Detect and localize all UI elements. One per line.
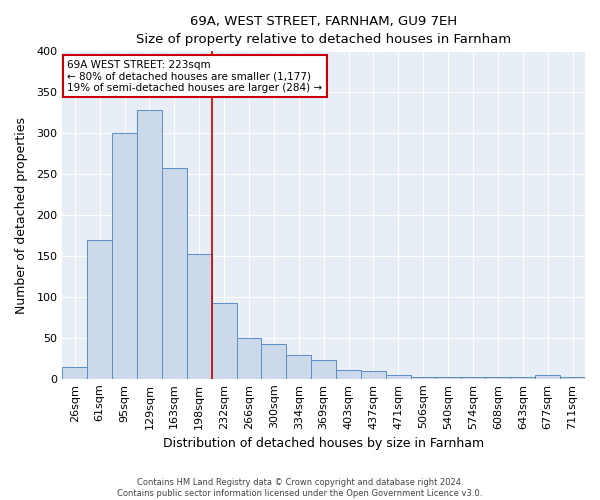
Bar bbox=[286, 355, 311, 379]
Bar bbox=[87, 240, 112, 379]
Bar bbox=[535, 374, 560, 379]
Text: 69A WEST STREET: 223sqm
← 80% of detached houses are smaller (1,177)
19% of semi: 69A WEST STREET: 223sqm ← 80% of detache… bbox=[67, 60, 322, 92]
Bar bbox=[461, 377, 485, 379]
Bar bbox=[262, 344, 286, 379]
Bar bbox=[112, 133, 137, 379]
Bar bbox=[212, 302, 236, 379]
Bar bbox=[386, 374, 411, 379]
Bar bbox=[311, 360, 336, 379]
X-axis label: Distribution of detached houses by size in Farnham: Distribution of detached houses by size … bbox=[163, 437, 484, 450]
Y-axis label: Number of detached properties: Number of detached properties bbox=[15, 116, 28, 314]
Bar bbox=[361, 370, 386, 379]
Bar bbox=[137, 110, 162, 379]
Bar bbox=[187, 254, 212, 379]
Bar bbox=[411, 377, 436, 379]
Bar bbox=[236, 338, 262, 379]
Bar bbox=[436, 377, 461, 379]
Bar bbox=[511, 377, 535, 379]
Bar bbox=[560, 377, 585, 379]
Bar bbox=[336, 370, 361, 379]
Text: Contains HM Land Registry data © Crown copyright and database right 2024.
Contai: Contains HM Land Registry data © Crown c… bbox=[118, 478, 482, 498]
Bar bbox=[485, 377, 511, 379]
Bar bbox=[162, 168, 187, 379]
Bar bbox=[62, 366, 87, 379]
Title: 69A, WEST STREET, FARNHAM, GU9 7EH
Size of property relative to detached houses : 69A, WEST STREET, FARNHAM, GU9 7EH Size … bbox=[136, 15, 511, 46]
